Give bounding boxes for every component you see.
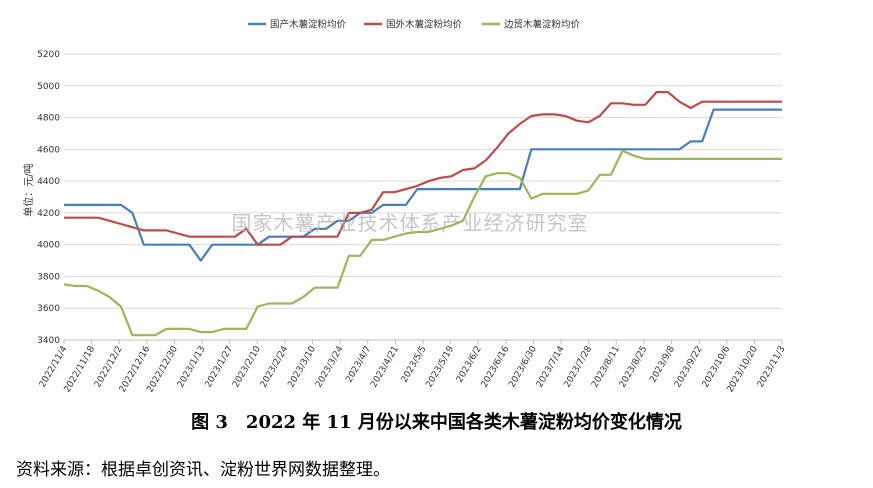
y-tick-label: 4200 — [37, 209, 60, 219]
axes — [63, 339, 783, 344]
x-tick-label: 2023/10/6 — [701, 344, 733, 389]
y-tick-label: 3400 — [37, 336, 60, 346]
x-tick-label: 2023/9/8 — [648, 344, 677, 384]
x-tick-label: 2023/1/27 — [204, 345, 236, 390]
x-tick-label: 2022/11/4 — [38, 344, 70, 389]
x-tick-label: 2023/7/28 — [563, 344, 595, 389]
gridlines — [64, 53, 782, 309]
x-tick-label: 2023/2/24 — [259, 344, 291, 389]
legend-label-2: 国外木薯淀粉均价 — [386, 19, 463, 31]
y-tick-label: 4000 — [37, 241, 60, 251]
series-line-2 — [64, 90, 782, 246]
x-tick-label: 2023/4/7 — [344, 345, 373, 385]
x-tick-label: 2023/5/19 — [424, 344, 456, 389]
x-tick-label: 2023/3/24 — [314, 344, 346, 389]
x-tick-label: 2023/6/2 — [455, 345, 484, 385]
watermark: 国家木薯产业技术体系产业经济研究室 — [232, 211, 589, 235]
x-tick-label: 2023/8/25 — [618, 345, 650, 390]
y-tick-label: 4400 — [37, 177, 60, 187]
x-tick-label: 2023/6/30 — [507, 344, 539, 389]
y-axis-label: 单位：元/吨 — [22, 163, 35, 216]
x-tick-labels: 2022/11/42022/11/182022/12/22022/12/1620… — [38, 344, 788, 394]
y-tick-label: 4800 — [37, 114, 60, 124]
price-line-chart: 3400 3600 3800 4000 4200 4400 4600 4800 5000 5200… — [22, 19, 788, 395]
x-tick-label: 2023/6/16 — [480, 344, 512, 389]
x-tick-label: 2023/5/5 — [400, 345, 429, 385]
source-note: 资料来源：根据卓创资讯、淀粉世界网数据整理。 — [16, 460, 390, 480]
series-lines — [63, 90, 782, 337]
x-tick-label: 2023/4/21 — [369, 345, 401, 390]
legend-label-3: 边贸木薯淀粉均价 — [504, 19, 581, 31]
legend-label-1: 国产木薯淀粉均价 — [270, 19, 347, 31]
x-tick-label: 2023/1/13 — [176, 345, 208, 390]
y-tick-label: 4600 — [37, 145, 60, 155]
x-tick-label: 2023/7/14 — [535, 344, 567, 389]
y-tick-label: 5000 — [37, 82, 60, 92]
y-tick-label: 3800 — [37, 272, 60, 282]
y-tick-labels: 3400 3600 3800 4000 4200 4400 4600 4800 5000 5200 — [37, 50, 60, 346]
y-tick-label: 3600 — [37, 304, 60, 314]
figure-caption: 图 3 2022 年 11 月份以来中国各类木薯淀粉均价变化情况 — [191, 412, 682, 433]
x-tick-label: 2023/9/22 — [673, 345, 705, 390]
y-tick-label: 5200 — [37, 50, 60, 60]
series-line-3 — [63, 149, 782, 337]
x-tick-label: 2023/11/3 — [756, 345, 788, 390]
x-tick-label: 2023/2/10 — [231, 344, 263, 389]
legend: 国产木薯淀粉均价 国外木薯淀粉均价 边贸木薯淀粉均价 — [248, 19, 581, 31]
x-tick-label: 2023/8/11 — [590, 345, 622, 390]
x-tick-label: 2022/12/2 — [93, 345, 125, 390]
x-tick-label: 2023/3/10 — [286, 344, 318, 389]
series-line-1 — [64, 108, 782, 262]
